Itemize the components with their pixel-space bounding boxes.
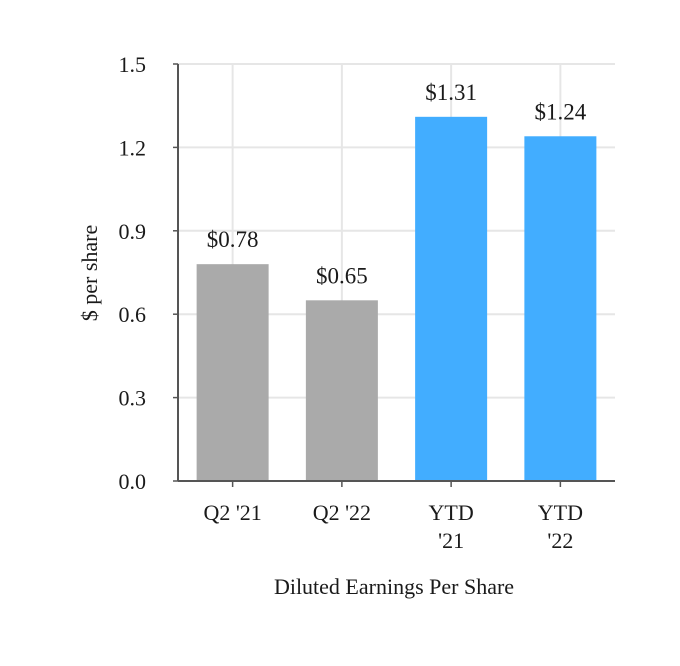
y-tick-label: 1.5 [119, 52, 147, 77]
x-tick-label: YTD [429, 500, 474, 525]
bar [415, 116, 488, 481]
x-axis-title: Diluted Earnings Per Share [274, 574, 514, 599]
data-label: $1.31 [425, 80, 477, 105]
data-label: $0.78 [207, 227, 259, 252]
y-tick-label: 0.6 [119, 302, 147, 327]
bars [196, 116, 597, 481]
bar [305, 300, 378, 481]
data-label: $1.24 [535, 99, 587, 124]
x-tick-label: Q2 '21 [203, 500, 261, 525]
axes [173, 63, 615, 487]
x-tick-label: Q2 '22 [313, 500, 371, 525]
x-tick-label: '21 [438, 528, 464, 553]
y-axis-title: $ per share [77, 225, 102, 322]
bar [196, 264, 269, 481]
y-tick-label: 1.2 [119, 135, 147, 160]
bar [524, 136, 597, 481]
y-tick-label: 0.9 [119, 219, 147, 244]
x-tick-label: YTD [538, 500, 583, 525]
data-label: $0.65 [316, 263, 368, 288]
labels: 0.0 0.3 0.6 0.9 1.2 1.5 $0.78 Q2 '21 $0.65 Q2 '22… [119, 52, 587, 553]
y-tick-label: 0.3 [119, 386, 147, 411]
y-tick-label: 0.0 [119, 469, 147, 494]
x-tick-label: '22 [547, 528, 573, 553]
